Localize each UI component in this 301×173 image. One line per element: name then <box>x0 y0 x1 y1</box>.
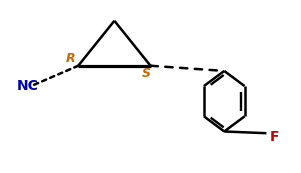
Text: F: F <box>269 130 279 144</box>
Text: NC: NC <box>17 79 39 93</box>
Text: S: S <box>141 67 150 80</box>
Text: R: R <box>66 52 76 65</box>
